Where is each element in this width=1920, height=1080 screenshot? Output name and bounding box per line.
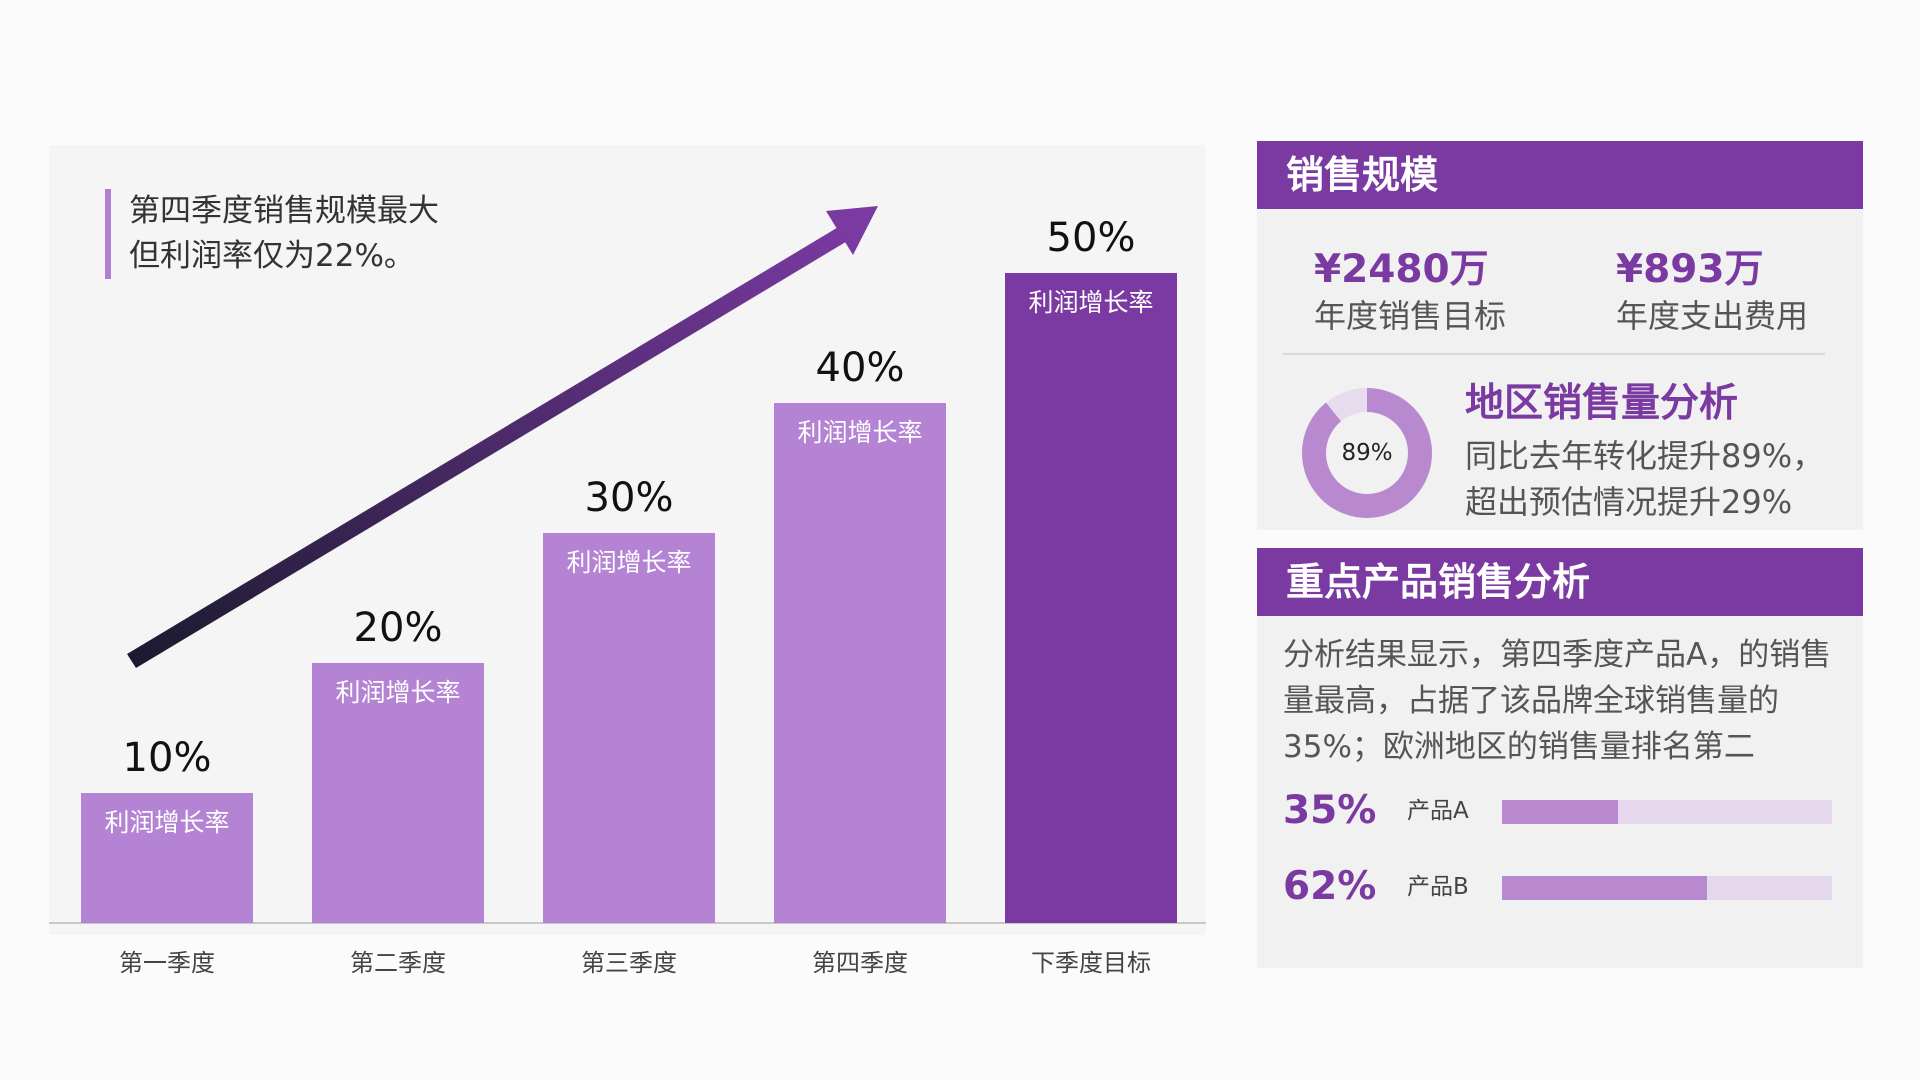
- product-a-track: [1502, 800, 1832, 824]
- divider: [1283, 353, 1825, 355]
- sales-scale-header: 销售规模: [1257, 141, 1863, 209]
- chart-note-line1: 第四季度销售规模最大: [129, 193, 439, 229]
- product-b-name: 产品B: [1407, 874, 1469, 900]
- chart-note: 第四季度销售规模最大 但利润率仅为22%。: [105, 189, 439, 279]
- region-title: 地区销售量分析: [1465, 381, 1739, 426]
- bar-3: [543, 533, 715, 923]
- products-description: 分析结果显示，第四季度产品A，的销售量最高，占据了该品牌全球销售量的35%；欧洲…: [1283, 637, 1832, 765]
- product-a-percent: 35%: [1283, 788, 1377, 833]
- product-b-fill: [1502, 876, 1707, 900]
- bar-value-label: 30%: [585, 475, 674, 521]
- trend-arrow-head: [826, 206, 878, 255]
- sales-target-kpi: ¥2480万 年度销售目标: [1314, 245, 1506, 337]
- x-tick-label: 下季度目标: [1031, 949, 1151, 977]
- product-b-percent: 62%: [1283, 864, 1377, 909]
- x-tick-label: 第一季度: [119, 949, 215, 977]
- product-row-b: 62% 产品B: [1283, 859, 1843, 915]
- x-tick-label: 第三季度: [581, 949, 677, 977]
- products-panel: 分析结果显示，第四季度产品A，的销售量最高，占据了该品牌全球销售量的35%；欧洲…: [1257, 616, 1863, 968]
- sales-target-label: 年度销售目标: [1314, 297, 1507, 335]
- bar-inner-label: 利润增长率: [104, 808, 229, 837]
- bar-value-label: 50%: [1047, 215, 1136, 261]
- bar-2: [312, 663, 484, 923]
- product-a-name: 产品A: [1407, 798, 1469, 824]
- sales-target-value: ¥2480万: [1314, 247, 1489, 292]
- chart-panel: 利润增长率 10% 第一季度 利润增长率 20% 第二季度 利润增长率 30% 第三季度 利润增长…: [49, 145, 1206, 977]
- chart-note-line2: 但利润率仅为22%。: [129, 238, 415, 274]
- products-header: 重点产品销售分析: [1257, 548, 1863, 616]
- bar-value-label: 10%: [123, 735, 212, 781]
- sales-scale-panel: ¥2480万 年度销售目标 ¥893万 年度支出费用 89% 地区销售量分析 同…: [1257, 209, 1863, 530]
- product-b-track: [1502, 876, 1832, 900]
- bar-5: [1005, 273, 1177, 923]
- bar-value-label: 20%: [354, 605, 443, 651]
- product-row-a: 35% 产品A: [1283, 783, 1843, 839]
- x-tick-label: 第二季度: [350, 949, 446, 977]
- expense-value: ¥893万: [1616, 247, 1764, 292]
- expense-kpi: ¥893万 年度支出费用: [1616, 245, 1808, 337]
- bar-inner-label: 利润增长率: [566, 548, 691, 577]
- bar-inner-label: 利润增长率: [1028, 288, 1153, 317]
- trend-arrow-shaft: [127, 220, 859, 668]
- bar-inner-label: 利润增长率: [797, 418, 922, 447]
- region-line1: 同比去年转化提升89%，: [1465, 437, 1825, 475]
- bar-chart: 利润增长率 10% 第一季度 利润增长率 20% 第二季度 利润增长率 30% 第三季度 利润增长…: [49, 206, 1206, 977]
- x-tick-label: 第四季度: [812, 949, 908, 977]
- bar-4: [774, 403, 946, 923]
- region-line2: 超出预估情况提升29%: [1465, 483, 1793, 521]
- region-donut: 89%: [1301, 387, 1433, 519]
- bar-1: [81, 793, 253, 923]
- bar-inner-label: 利润增长率: [335, 678, 460, 707]
- donut-chart: [1302, 388, 1432, 518]
- region-text: 同比去年转化提升89%， 超出预估情况提升29%: [1465, 433, 1855, 525]
- product-a-fill: [1502, 800, 1618, 824]
- expense-label: 年度支出费用: [1616, 297, 1809, 335]
- donut-label: 89%: [1341, 440, 1393, 466]
- donut-arc: [1302, 388, 1432, 518]
- bar-value-label: 40%: [816, 345, 905, 391]
